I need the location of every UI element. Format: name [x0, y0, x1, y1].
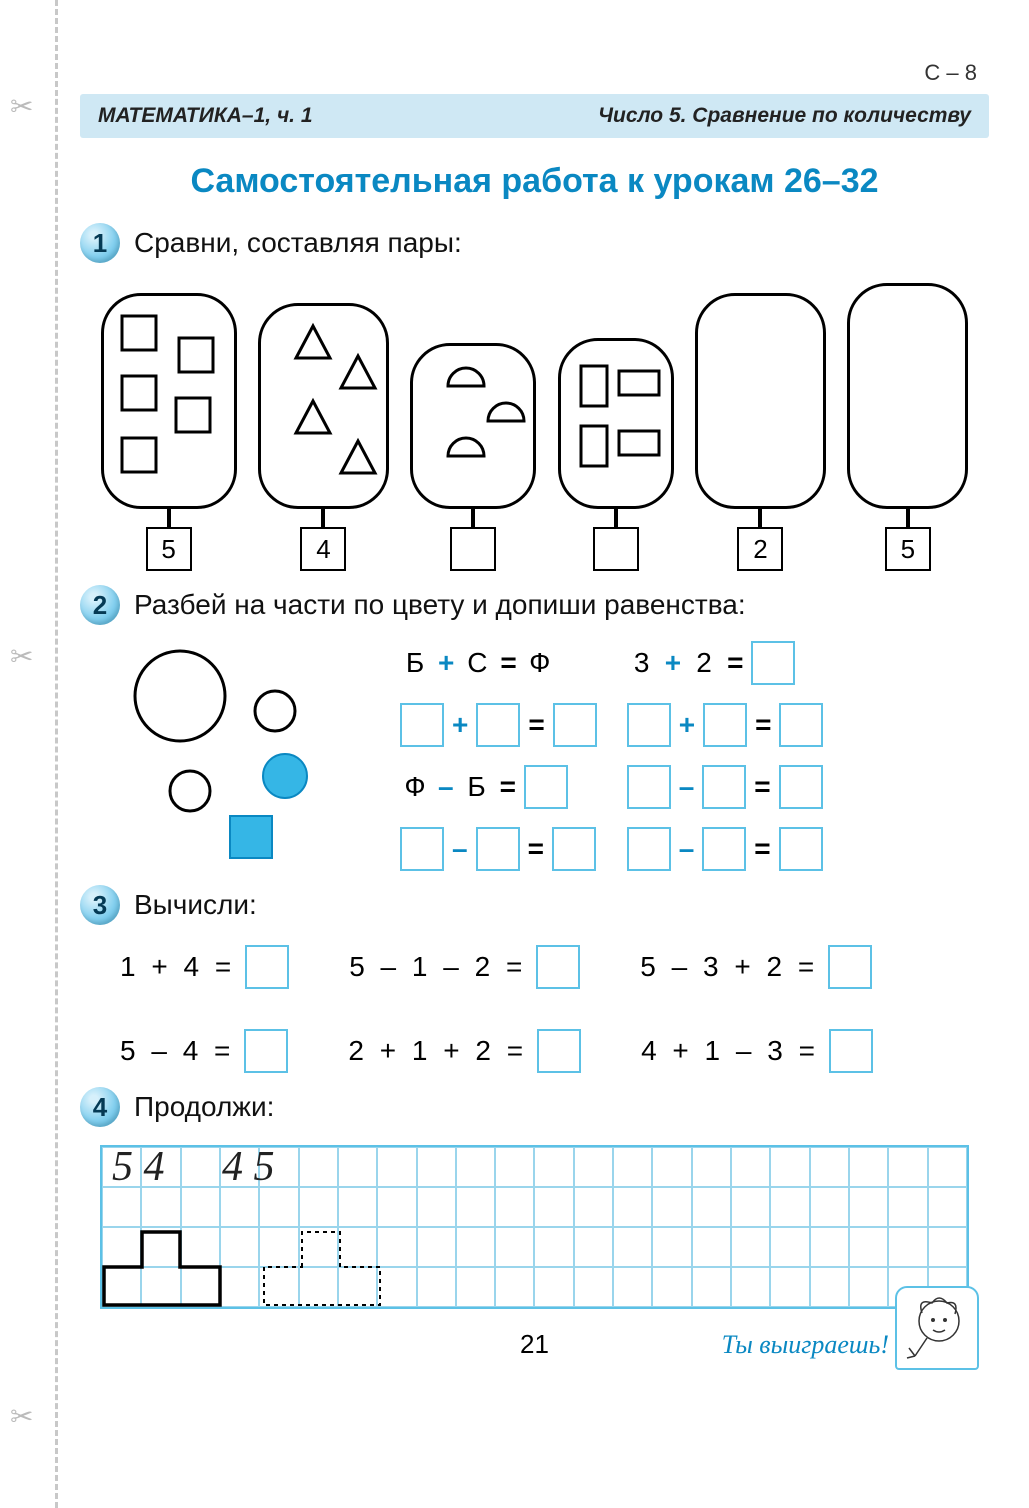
handwritten-digits: 5 4: [112, 1143, 165, 1191]
task-prompt: Вычисли:: [134, 889, 257, 921]
equations-col-letters: Б+С=Ф += Ф–Б= –=: [400, 641, 597, 871]
pods-row: 5 4 2 5: [80, 283, 989, 571]
subject-label: МАТЕМАТИКА–1, ч. 1: [98, 104, 313, 128]
page-footer: 21 Ты выиграешь!: [80, 1329, 989, 1360]
answer-box[interactable]: [593, 527, 639, 571]
mascot-box: [895, 1286, 979, 1370]
task-1: 1 Сравни, составляя пары: 5 4 2 5: [80, 223, 989, 571]
task-3: 3 Вычисли: 1 + 4 = 5 – 1 – 2 = 5 – 3 + 2 =…: [80, 885, 989, 1073]
equation-row: Б+С=Ф: [400, 641, 597, 685]
calc-equation: 5 – 4 =: [120, 1029, 288, 1073]
scissors-icon: ✂: [10, 1400, 33, 1433]
pod: 4: [258, 303, 389, 571]
task-4: 4 Продолжи: 5 4 4 5: [80, 1087, 989, 1309]
answer-box[interactable]: [703, 703, 747, 747]
pattern-shapes: [102, 1227, 982, 1307]
scissors-icon: ✂: [10, 90, 33, 123]
equations-col-numbers: 3+2= += –= –=: [627, 641, 824, 871]
task-head: 3 Вычисли:: [80, 885, 989, 925]
equation-row: 3+2=: [627, 641, 824, 685]
header-bar: МАТЕМАТИКА–1, ч. 1 Число 5. Сравнение по…: [80, 94, 989, 138]
equation-row: Ф–Б=: [400, 765, 597, 809]
answer-box[interactable]: [627, 703, 671, 747]
answer-box[interactable]: [702, 827, 746, 871]
handwritten-digits: 4 5: [222, 1143, 275, 1191]
main-title: Самостоятельная работа к урокам 26–32: [80, 162, 989, 201]
answer-box[interactable]: [779, 765, 823, 809]
calc-equation: 2 + 1 + 2 =: [348, 1029, 581, 1073]
page-number: 21: [520, 1329, 549, 1360]
task2-shapes: [110, 641, 370, 861]
answer-box[interactable]: 5: [146, 527, 192, 571]
equation-row: –=: [400, 827, 597, 871]
answer-box[interactable]: [829, 1029, 873, 1073]
worksheet-page: ✂ ✂ ✂ С – 8 МАТЕМАТИКА–1, ч. 1 Число 5. …: [0, 0, 1029, 1508]
answer-box[interactable]: [627, 765, 671, 809]
equation-row: –=: [627, 827, 824, 871]
answer-box[interactable]: [536, 945, 580, 989]
pod: 2: [695, 293, 826, 571]
task3-equations: 1 + 4 = 5 – 1 – 2 = 5 – 3 + 2 = 5 – 4 = 2 + …: [120, 945, 989, 1073]
answer-box[interactable]: [627, 827, 671, 871]
page-code: С – 8: [80, 60, 989, 86]
answer-box[interactable]: [244, 1029, 288, 1073]
equation-row: +=: [400, 703, 597, 747]
task-prompt: Продолжи:: [134, 1091, 274, 1123]
answer-box[interactable]: [476, 827, 520, 871]
calc-equation: 1 + 4 =: [120, 945, 289, 989]
pod: 5: [101, 293, 237, 571]
answer-box[interactable]: [828, 945, 872, 989]
cut-line: [55, 0, 58, 1508]
task-head: 2 Разбей на части по цвету и допиши раве…: [80, 585, 989, 625]
answer-box[interactable]: [450, 527, 496, 571]
answer-box[interactable]: [779, 703, 823, 747]
equation-row: –=: [627, 765, 824, 809]
task-head: 4 Продолжи:: [80, 1087, 989, 1127]
task-prompt: Сравни, составляя пары:: [134, 227, 462, 259]
answer-box[interactable]: 4: [300, 527, 346, 571]
answer-box[interactable]: [702, 765, 746, 809]
scissors-icon: ✂: [10, 640, 33, 673]
answer-box[interactable]: 5: [885, 527, 931, 571]
task2-body: Б+С=Ф += Ф–Б= –= 3+2= += –= –=: [80, 641, 989, 871]
pod: [558, 338, 674, 571]
answer-box[interactable]: [537, 1029, 581, 1073]
pod: 5: [847, 283, 968, 571]
task-number-badge: 2: [80, 585, 120, 625]
task-number-badge: 1: [80, 223, 120, 263]
answer-box[interactable]: 2: [737, 527, 783, 571]
answer-box[interactable]: [552, 827, 596, 871]
task-head: 1 Сравни, составляя пары:: [80, 223, 989, 263]
pod: [410, 343, 536, 571]
motto-text: Ты выиграешь!: [722, 1330, 889, 1360]
answer-box[interactable]: [751, 641, 795, 685]
equation-row: +=: [627, 703, 824, 747]
task-prompt: Разбей на части по цвету и допиши равенс…: [134, 589, 746, 621]
topic-label: Число 5. Сравнение по количеству: [598, 104, 971, 128]
answer-box[interactable]: [553, 703, 597, 747]
calc-equation: 5 – 3 + 2 =: [640, 945, 872, 989]
task-2: 2 Разбей на части по цвету и допиши раве…: [80, 585, 989, 871]
calc-equation: 5 – 1 – 2 =: [349, 945, 580, 989]
answer-box[interactable]: [779, 827, 823, 871]
calc-equation: 4 + 1 – 3 =: [641, 1029, 873, 1073]
writing-grid[interactable]: 5 4 4 5: [100, 1145, 969, 1309]
task-number-badge: 3: [80, 885, 120, 925]
task-number-badge: 4: [80, 1087, 120, 1127]
answer-box[interactable]: [400, 827, 444, 871]
answer-box[interactable]: [245, 945, 289, 989]
answer-box[interactable]: [476, 703, 520, 747]
answer-box[interactable]: [400, 703, 444, 747]
answer-box[interactable]: [524, 765, 568, 809]
